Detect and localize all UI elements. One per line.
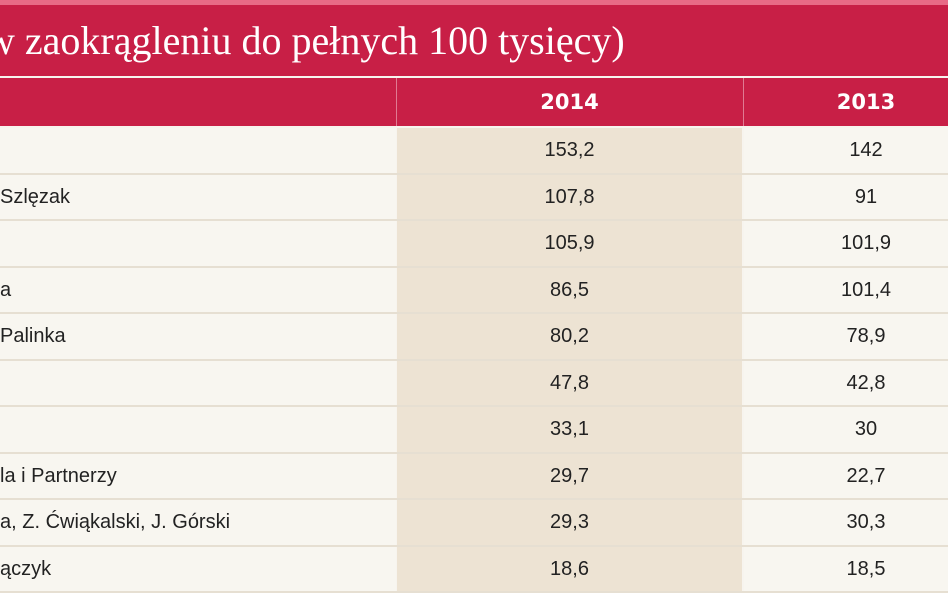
table-row: a 86,5 101,4 — [0, 267, 948, 314]
value-2013-cell: 42,8 — [744, 360, 948, 405]
table-row: 47,8 42,8 — [0, 360, 948, 407]
value-2013-cell: 101,4 — [744, 267, 948, 312]
header-divider — [396, 78, 397, 126]
value-2013-cell: 91 — [744, 174, 948, 219]
table-row: 153,2 142 — [0, 128, 948, 175]
value-2014-cell: 153,2 — [397, 128, 742, 173]
table-row: ączyk 18,6 18,5 — [0, 546, 948, 593]
table-row: la i Partnerzy 29,7 22,7 — [0, 453, 948, 500]
table-row: Szlęzak 107,8 91 — [0, 174, 948, 221]
table-row: 105,9 101,9 — [0, 221, 948, 268]
header-name — [0, 78, 396, 126]
value-2014-cell: 29,3 — [397, 500, 742, 545]
value-2014-cell: 107,8 — [397, 174, 742, 219]
value-2013-cell: 22,7 — [744, 453, 948, 498]
name-cell: Szlęzak — [0, 174, 396, 219]
table-header: 2014 2013 — [0, 78, 948, 126]
table-row: Palinka 80,2 78,9 — [0, 314, 948, 361]
header-2013: 2013 — [836, 90, 896, 114]
value-2014-cell: 33,1 — [397, 407, 742, 452]
value-2014-cell: 80,2 — [397, 314, 742, 359]
table-title: w zaokrągleniu do pełnych 100 tysięcy) — [0, 5, 948, 76]
name-cell — [0, 407, 396, 452]
name-cell — [0, 128, 396, 173]
table-row: 33,1 30 — [0, 407, 948, 454]
name-cell: Palinka — [0, 314, 396, 359]
table-row: a, Z. Ćwiąkalski, J. Górski 29,3 30,3 — [0, 500, 948, 547]
name-cell: a — [0, 267, 396, 312]
header-divider — [743, 78, 744, 126]
value-2014-cell: 18,6 — [397, 546, 742, 591]
name-cell — [0, 221, 396, 266]
name-cell: la i Partnerzy — [0, 453, 396, 498]
value-2014-cell: 29,7 — [397, 453, 742, 498]
value-2013-cell: 78,9 — [744, 314, 948, 359]
name-cell: a, Z. Ćwiąkalski, J. Górski — [0, 500, 396, 545]
name-cell — [0, 360, 396, 405]
table-body: 153,2 142 Szlęzak 107,8 91 105,9 101,9 a 86,5 101… — [0, 128, 948, 593]
value-2013-cell: 30,3 — [744, 500, 948, 545]
value-2013-cell: 101,9 — [744, 221, 948, 266]
name-cell: ączyk — [0, 546, 396, 591]
value-2013-cell: 18,5 — [744, 546, 948, 591]
value-2014-cell: 86,5 — [397, 267, 742, 312]
value-2014-cell: 105,9 — [397, 221, 742, 266]
value-2014-cell: 47,8 — [397, 360, 742, 405]
top-accent-band — [0, 0, 948, 5]
value-2013-cell: 30 — [744, 407, 948, 452]
value-2013-cell: 142 — [744, 128, 948, 173]
header-2014: 2014 — [540, 90, 599, 114]
